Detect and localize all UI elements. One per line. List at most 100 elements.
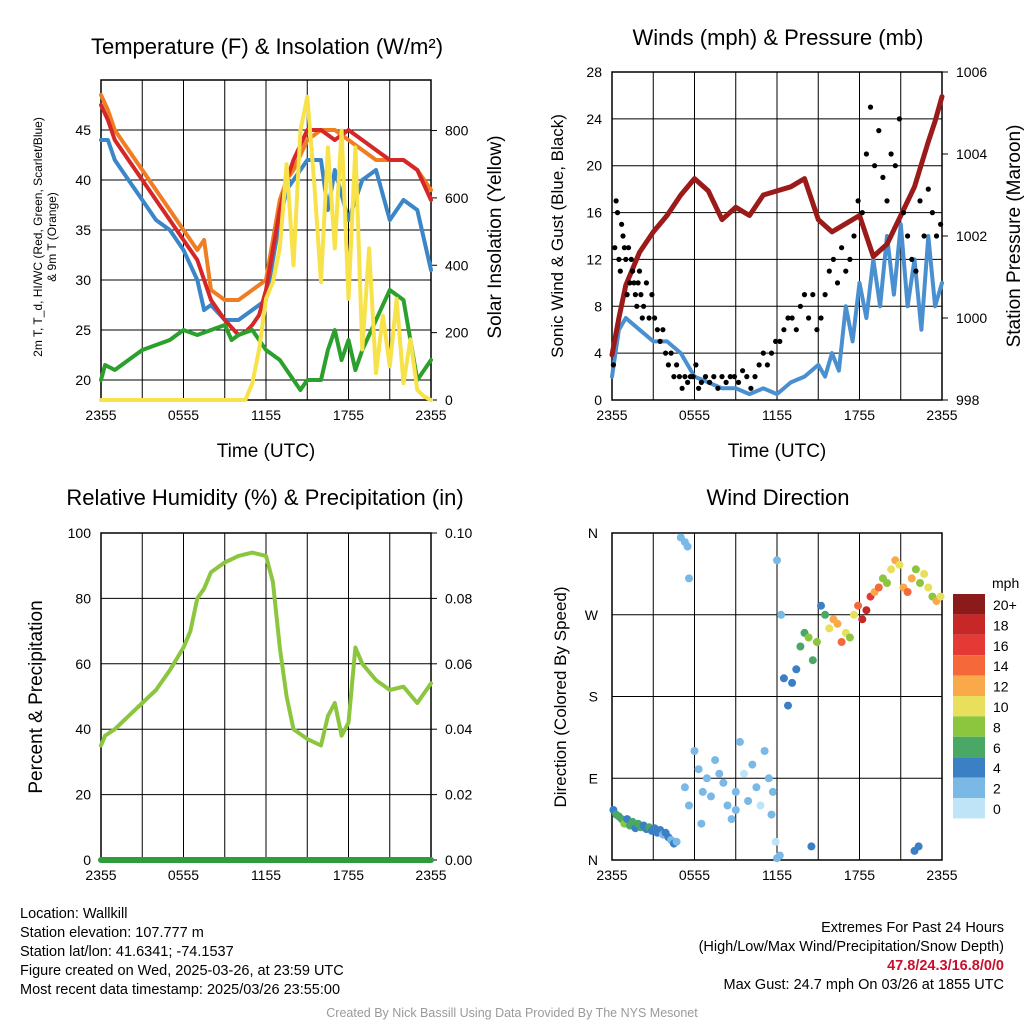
gust-point bbox=[731, 374, 738, 380]
gust-point bbox=[826, 268, 832, 274]
gust-point bbox=[834, 280, 841, 286]
y-tick-label: E bbox=[589, 770, 598, 786]
chart-humidity: Relative Humidity (%) & Precipitation (i… bbox=[26, 485, 472, 883]
direction-point bbox=[740, 769, 748, 778]
direction-point bbox=[779, 674, 788, 683]
gust-point bbox=[623, 256, 629, 262]
gust-point bbox=[646, 315, 652, 321]
y-tick-label: 20 bbox=[75, 787, 91, 803]
y2-tick-label: 998 bbox=[956, 392, 980, 408]
y-tick-label: 8 bbox=[594, 298, 602, 314]
gust-point bbox=[925, 186, 931, 192]
direction-point bbox=[731, 787, 740, 796]
y-tick-label: 0 bbox=[594, 392, 602, 408]
x-tick-label: 2355 bbox=[415, 867, 446, 883]
y2-tick-label: 0.00 bbox=[445, 852, 472, 868]
gust-point bbox=[668, 350, 674, 356]
y2-tick-label: 200 bbox=[445, 325, 469, 341]
x-tick-label: 2355 bbox=[926, 407, 957, 423]
gust-point bbox=[620, 233, 626, 239]
y-axis-label-group: Sonic Wind & Gust (Blue, Black) bbox=[548, 114, 567, 358]
gust-point bbox=[624, 292, 630, 298]
gust-point bbox=[818, 315, 824, 321]
gust-point bbox=[702, 374, 709, 380]
x-tick-label: 0555 bbox=[679, 407, 710, 423]
direction-point bbox=[895, 560, 904, 569]
series-line-wind bbox=[610, 222, 944, 397]
direction-point bbox=[683, 542, 692, 551]
direction-point bbox=[804, 633, 813, 642]
y-axis-label-group: Direction (Colored By Speed) bbox=[551, 586, 570, 807]
gust-point bbox=[663, 350, 669, 356]
gust-point bbox=[851, 233, 857, 239]
gust-point bbox=[888, 151, 894, 157]
gust-point bbox=[676, 374, 683, 380]
gust-point bbox=[643, 280, 650, 286]
gust-point bbox=[909, 256, 915, 262]
gust-point bbox=[715, 385, 721, 391]
legend-swatch bbox=[953, 757, 985, 778]
direction-point bbox=[719, 778, 728, 787]
direction-point bbox=[767, 810, 776, 819]
y2-tick-label: 0.06 bbox=[445, 656, 472, 672]
gust-point bbox=[679, 385, 685, 391]
direction-point bbox=[821, 610, 830, 619]
legend-swatch bbox=[953, 675, 985, 696]
legend-label: 2 bbox=[993, 781, 1001, 797]
gust-point bbox=[880, 174, 886, 180]
series-line-rh bbox=[99, 550, 433, 748]
x-tick-label: 1155 bbox=[251, 407, 281, 423]
gust-point bbox=[760, 350, 766, 356]
direction-point bbox=[735, 737, 744, 746]
gust-point bbox=[789, 315, 795, 321]
legend-swatch bbox=[953, 798, 985, 819]
y-tick-label: 16 bbox=[586, 205, 602, 221]
direction-point bbox=[883, 579, 891, 587]
y2-tick-label: 800 bbox=[445, 123, 469, 139]
legend-swatch bbox=[953, 716, 985, 737]
legend-label: 4 bbox=[993, 760, 1001, 776]
direction-point bbox=[707, 792, 715, 801]
gust-point bbox=[638, 292, 644, 298]
direction-point bbox=[768, 787, 777, 796]
chart-title: Relative Humidity (%) & Precipitation (i… bbox=[66, 485, 463, 510]
series-line-solar bbox=[99, 94, 433, 402]
direction-point bbox=[920, 569, 929, 578]
direction-point bbox=[694, 765, 703, 774]
gust-point bbox=[627, 280, 633, 286]
y-tick-label: 80 bbox=[75, 590, 91, 606]
gust-point bbox=[740, 368, 746, 374]
y2-axis-label: Solar Insolation (Yellow) bbox=[485, 135, 506, 338]
gust-point bbox=[748, 385, 754, 391]
y2-axis-label-group: Station Pressure (Maroon) bbox=[1004, 125, 1024, 348]
direction-point bbox=[874, 583, 883, 592]
gust-point bbox=[892, 163, 898, 169]
y2-tick-label: 1002 bbox=[956, 228, 987, 244]
gust-point bbox=[617, 268, 623, 274]
y-tick-label: 40 bbox=[75, 172, 91, 188]
latlon-text: Station lat/lon: 41.6341; -74.1537 bbox=[20, 944, 234, 960]
x-tick-label: 2355 bbox=[596, 867, 627, 883]
y-tick-label: 0 bbox=[83, 852, 91, 868]
y-tick-label: 45 bbox=[75, 122, 91, 138]
gust-point bbox=[616, 256, 622, 262]
y-tick-label: N bbox=[588, 525, 598, 541]
gust-point bbox=[674, 362, 680, 368]
x-tick-label: 0555 bbox=[168, 867, 199, 883]
y-tick-label: 4 bbox=[594, 345, 602, 361]
direction-point bbox=[756, 801, 765, 810]
gust-point bbox=[938, 221, 944, 227]
direction-point bbox=[887, 565, 896, 574]
legend-swatch bbox=[953, 736, 985, 758]
direction-point bbox=[924, 583, 933, 592]
gust-point bbox=[628, 256, 634, 262]
direction-point bbox=[698, 787, 707, 796]
y2-tick-label: 0.08 bbox=[445, 590, 472, 606]
direction-point bbox=[731, 806, 740, 814]
chart-temperature: Temperature (F) & Insolation (W/m²)2355 0… bbox=[31, 34, 506, 462]
gust-point bbox=[756, 362, 762, 368]
gust-point bbox=[654, 327, 661, 333]
extremes-info: Extremes For Past 24 Hours (High/Low/Max… bbox=[699, 919, 1004, 995]
x-tick-label: 2355 bbox=[596, 407, 627, 423]
direction-point bbox=[817, 601, 825, 610]
